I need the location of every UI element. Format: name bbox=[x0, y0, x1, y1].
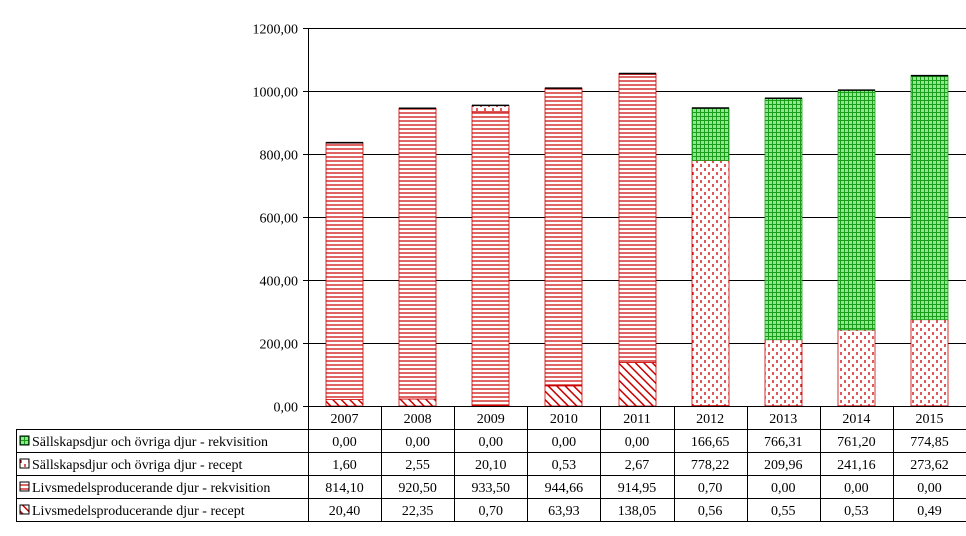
data-label: 0,55 bbox=[771, 504, 796, 519]
data-label: 0,70 bbox=[698, 481, 723, 496]
data-label: 0,49 bbox=[917, 504, 942, 519]
category-label: 2010 bbox=[550, 412, 578, 427]
category-label: 2008 bbox=[404, 412, 432, 427]
data-label: 761,20 bbox=[837, 435, 876, 450]
bar-segment bbox=[911, 76, 948, 320]
legend-swatch bbox=[20, 459, 29, 468]
data-label: 778,22 bbox=[691, 458, 730, 473]
data-label: 2,55 bbox=[405, 458, 430, 473]
bar-segment bbox=[765, 98, 802, 339]
bar-segment bbox=[326, 143, 363, 399]
bar-segment bbox=[472, 105, 509, 111]
data-label: 914,95 bbox=[618, 481, 657, 496]
bars bbox=[326, 73, 948, 406]
data-label: 0,00 bbox=[405, 435, 430, 450]
data-label: 933,50 bbox=[472, 481, 511, 496]
category-label: 2009 bbox=[477, 412, 505, 427]
y-tick-label: 400,00 bbox=[260, 275, 299, 290]
y-tick-label: 600,00 bbox=[260, 212, 299, 227]
bar-segment bbox=[838, 330, 875, 406]
y-tick-label: 0,00 bbox=[274, 401, 299, 416]
category-label: 2007 bbox=[331, 412, 359, 427]
data-label: 241,16 bbox=[837, 458, 876, 473]
legend-swatch bbox=[20, 482, 29, 491]
y-tick-label: 800,00 bbox=[260, 149, 299, 164]
bar-segment bbox=[545, 88, 582, 386]
data-label: 0,00 bbox=[771, 481, 796, 496]
legend-label: Sällskapsdjur och övriga djur - recept bbox=[32, 458, 242, 473]
data-label: 774,85 bbox=[910, 435, 949, 450]
bar-segment bbox=[619, 74, 656, 362]
data-label: 0,00 bbox=[844, 481, 869, 496]
data-label: 0,56 bbox=[698, 504, 723, 519]
data-label: 138,05 bbox=[618, 504, 657, 519]
bar-segment bbox=[765, 340, 802, 406]
data-label: 1,60 bbox=[332, 458, 357, 473]
data-label: 0,00 bbox=[625, 435, 650, 450]
data-label: 20,10 bbox=[475, 458, 507, 473]
data-label: 209,96 bbox=[764, 458, 803, 473]
data-label: 814,10 bbox=[325, 481, 364, 496]
data-label: 0,00 bbox=[479, 435, 504, 450]
data-label: 920,50 bbox=[398, 481, 437, 496]
bar-segment bbox=[545, 386, 582, 406]
category-label: 2011 bbox=[623, 412, 650, 427]
data-label: 22,35 bbox=[402, 504, 434, 519]
bar-segment bbox=[838, 90, 875, 330]
data-label: 2,67 bbox=[625, 458, 650, 473]
bar-segment bbox=[326, 400, 363, 406]
category-label: 2015 bbox=[915, 412, 943, 427]
y-axis: 0,00 200,00 400,00 600,00 800,00 1000,00 1200,… bbox=[253, 23, 309, 416]
data-table: 2007 2008 2009 2010 2011 2012 2013 2014 2015 Säll… bbox=[16, 406, 966, 522]
data-label: 0,00 bbox=[917, 481, 942, 496]
category-label: 2013 bbox=[769, 412, 797, 427]
category-label: 2012 bbox=[696, 412, 724, 427]
bar-segment bbox=[472, 112, 509, 406]
data-label: 273,62 bbox=[910, 458, 949, 473]
data-label: 0,00 bbox=[552, 435, 577, 450]
legend-swatch bbox=[20, 436, 29, 445]
data-label: 20,40 bbox=[329, 504, 361, 519]
y-tick-label: 1200,00 bbox=[253, 23, 299, 38]
data-label: 166,65 bbox=[691, 435, 730, 450]
bar-segment bbox=[399, 109, 436, 399]
y-tick-label: 1000,00 bbox=[253, 86, 299, 101]
bar-segment bbox=[692, 160, 729, 405]
data-label: 0,53 bbox=[844, 504, 869, 519]
bar-segment bbox=[911, 320, 948, 406]
legend-label: Livsmedelsproducerande djur - recept bbox=[32, 504, 245, 519]
y-tick-label: 200,00 bbox=[260, 338, 299, 353]
legend-label: Livsmedelsproducerande djur - rekvisitio… bbox=[32, 481, 270, 496]
bar-segment bbox=[619, 363, 656, 406]
data-label: 0,00 bbox=[332, 435, 357, 450]
legend-swatch bbox=[20, 505, 29, 514]
data-label: 63,93 bbox=[548, 504, 580, 519]
bar-segment bbox=[692, 108, 729, 160]
category-label: 2014 bbox=[842, 412, 870, 427]
legend-label: Sällskapsdjur och övriga djur - rekvisit… bbox=[32, 435, 268, 450]
data-label: 0,70 bbox=[479, 504, 504, 519]
data-label: 944,66 bbox=[545, 481, 584, 496]
data-label: 0,53 bbox=[552, 458, 577, 473]
data-label: 766,31 bbox=[764, 435, 803, 450]
bar-segment bbox=[399, 399, 436, 406]
